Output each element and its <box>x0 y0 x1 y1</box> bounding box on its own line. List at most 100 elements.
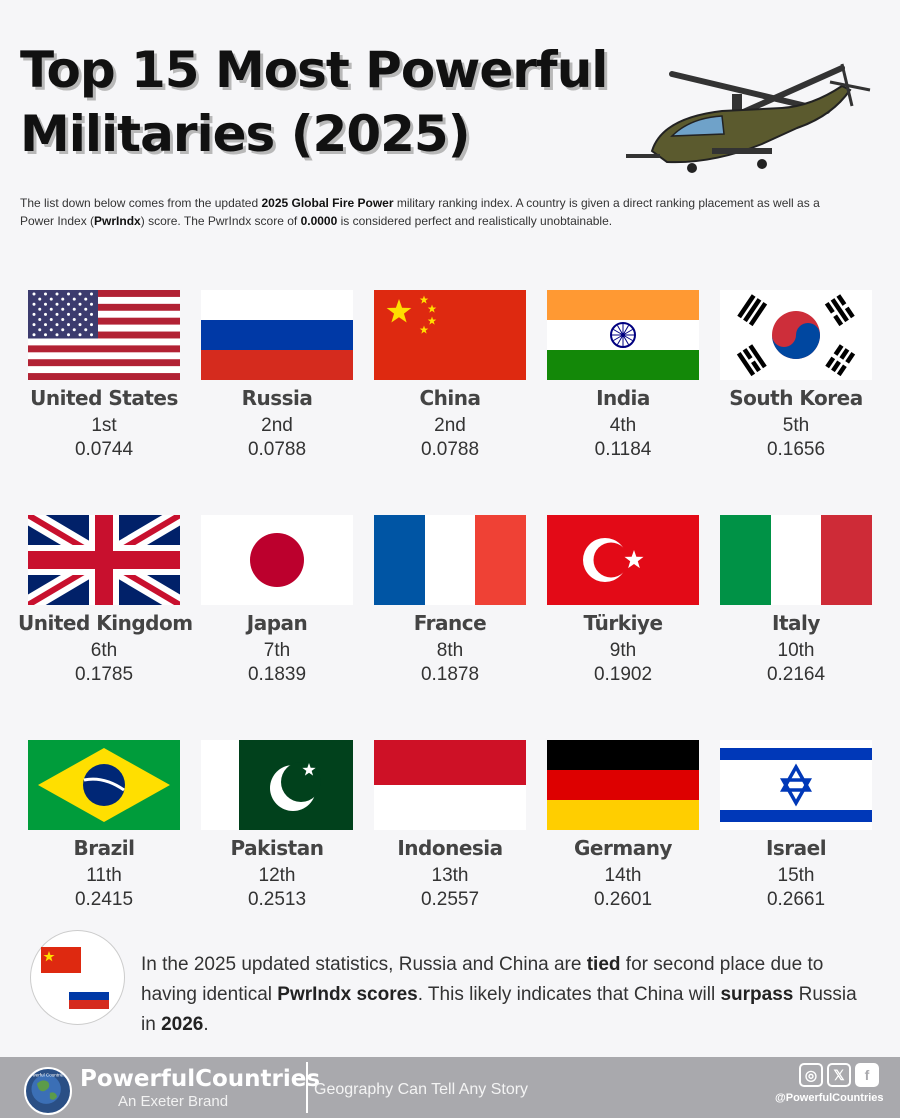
brand-subtitle: An Exeter Brand <box>118 1093 229 1110</box>
intro-bold-3: 0.0000 <box>300 214 338 228</box>
country-rank: 12th <box>258 865 296 886</box>
note-bold-2: PwrIndx scores <box>277 984 418 1005</box>
footer-divider <box>306 1062 308 1113</box>
country-pwrindx: 0.0788 <box>420 439 480 460</box>
china-flag-small-icon <box>41 947 81 973</box>
country-card: Indonesia 13th 0.2557 <box>364 740 536 912</box>
note-bold-1: tied <box>586 954 621 975</box>
country-card: Türkiye 9th 0.1902 <box>537 515 709 687</box>
helicopter-illustration <box>626 63 871 173</box>
country-pwrindx: 0.1839 <box>247 664 307 685</box>
country-card: China 2nd 0.0788 <box>364 290 536 462</box>
social-handle: @PowerfulCountries <box>775 1092 884 1104</box>
flag-in-icon <box>547 290 699 380</box>
flag-kr-icon <box>720 290 872 380</box>
note-text-5: . <box>203 1014 209 1035</box>
country-card: Japan 7th 0.1839 <box>191 515 363 687</box>
country-name: Indonesia <box>397 836 503 860</box>
country-rank: 14th <box>604 865 642 886</box>
country-rank: 2nd <box>261 415 293 436</box>
tagline: Geography Can Tell Any Story <box>314 1081 529 1098</box>
country-pwrindx: 0.1184 <box>594 439 652 460</box>
country-card: Russia 2nd 0.0788 <box>191 290 363 462</box>
country-rank: 15th <box>777 865 815 886</box>
flag-cn-icon <box>374 290 526 380</box>
country-name: Germany <box>574 836 672 860</box>
country-name: Israel <box>765 836 827 860</box>
x-icon[interactable]: 𝕏 <box>827 1063 851 1087</box>
flag-id-icon <box>374 740 526 830</box>
country-name: Türkiye <box>583 611 663 635</box>
title-line-1: Top 15 Most Powerful <box>20 41 608 99</box>
flag-it-icon <box>720 515 872 605</box>
page-title: Top 15 Most Powerful Militaries (2025) <box>20 38 608 166</box>
country-name: Italy <box>772 611 820 635</box>
flag-us-icon <box>28 290 180 380</box>
country-pwrindx: 0.2601 <box>593 889 653 910</box>
country-name: United Kingdom <box>18 611 193 635</box>
flag-jp-icon <box>201 515 353 605</box>
note-text-4: Russia in <box>141 984 857 1035</box>
country-pwrindx: 0.2415 <box>74 889 134 910</box>
flag-br-icon <box>28 740 180 830</box>
flag-il-icon <box>720 740 872 830</box>
flag-de-icon <box>547 740 699 830</box>
country-pwrindx: 0.2557 <box>420 889 480 910</box>
tie-note: In the 2025 updated statistics, Russia a… <box>141 950 861 1040</box>
country-rank: 2nd <box>434 415 466 436</box>
country-name: United States <box>30 386 178 410</box>
intro-text-2: military ranking index. A country is giv… <box>20 196 820 228</box>
facebook-icon[interactable]: f <box>855 1063 879 1087</box>
country-pwrindx: 0.0788 <box>247 439 307 460</box>
country-card: France 8th 0.1878 <box>364 515 536 687</box>
country-name: Russia <box>241 386 313 410</box>
flag-gb-icon <box>28 515 180 605</box>
flag-tr-icon <box>547 515 699 605</box>
intro-paragraph: The list down below comes from the updat… <box>20 194 820 230</box>
flag-fr-icon <box>374 515 526 605</box>
instagram-icon[interactable]: ◎ <box>799 1063 823 1087</box>
country-card: Brazil 11th 0.2415 <box>18 740 190 912</box>
footer-bar: Powerful Countries PowerfulCountries An … <box>0 1057 900 1118</box>
intro-text-3: ) score. The PwrIndx score of <box>140 214 301 228</box>
flag-pk-icon <box>201 740 353 830</box>
country-rank: 1st <box>91 415 117 436</box>
country-name: Japan <box>246 611 308 635</box>
brand-logo: Powerful Countries <box>24 1067 72 1115</box>
logo-text: Powerful Countries <box>27 1072 66 1077</box>
country-pwrindx: 0.1878 <box>420 664 480 685</box>
country-name: South Korea <box>729 386 863 410</box>
note-text-1: In the 2025 updated statistics, Russia a… <box>141 954 587 975</box>
intro-text-4: is considered perfect and realistically … <box>337 214 613 228</box>
brand-name: PowerfulCountries <box>80 1066 321 1092</box>
country-rank: 13th <box>431 865 469 886</box>
country-card: South Korea 5th 0.1656 <box>710 290 882 462</box>
country-card: Pakistan 12th 0.2513 <box>191 740 363 912</box>
note-bold-3: surpass <box>720 984 794 1005</box>
note-bold-4: 2026 <box>161 1014 204 1035</box>
country-rank: 4th <box>609 415 637 436</box>
russia-flag-small-icon <box>69 983 109 1009</box>
country-name: India <box>596 386 650 410</box>
country-pwrindx: 0.2513 <box>247 889 307 910</box>
country-card: Germany 14th 0.2601 <box>537 740 709 912</box>
intro-bold-1: 2025 Global Fire Power <box>261 196 394 210</box>
country-name: Brazil <box>73 836 135 860</box>
country-name: China <box>419 386 481 410</box>
country-pwrindx: 0.1785 <box>74 664 134 685</box>
country-card: Italy 10th 0.2164 <box>710 515 882 687</box>
intro-bold-2: PwrIndx <box>94 214 141 228</box>
country-pwrindx: 0.1902 <box>593 664 653 685</box>
country-rank: 7th <box>263 640 291 661</box>
title-line-2: Militaries (2025) <box>20 105 471 163</box>
country-rank: 8th <box>436 640 464 661</box>
country-pwrindx: 0.2661 <box>766 889 826 910</box>
country-name: France <box>413 611 487 635</box>
country-card: United States 1st 0.0744 <box>18 290 190 462</box>
country-rank: 5th <box>782 415 810 436</box>
country-rank: 9th <box>609 640 637 661</box>
country-rank: 11th <box>86 865 122 886</box>
country-rank: 6th <box>90 640 118 661</box>
country-pwrindx: 0.1656 <box>766 439 826 460</box>
